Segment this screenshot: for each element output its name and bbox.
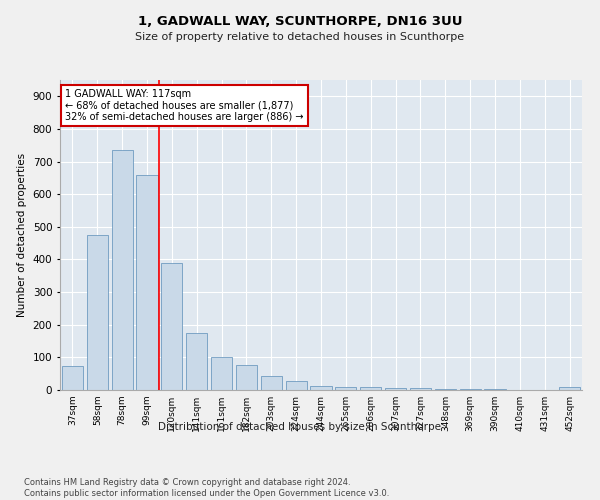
Text: Distribution of detached houses by size in Scunthorpe: Distribution of detached houses by size … [158, 422, 442, 432]
Bar [559, 388, 580, 390]
Bar [410, 388, 431, 390]
Bar [161, 262, 182, 390]
Bar [211, 358, 232, 390]
Bar [236, 364, 257, 390]
Text: 1, GADWALL WAY, SCUNTHORPE, DN16 3UU: 1, GADWALL WAY, SCUNTHORPE, DN16 3UU [138, 15, 462, 28]
Bar [335, 386, 356, 390]
Bar [435, 388, 456, 390]
Bar [186, 333, 207, 390]
Bar [460, 389, 481, 390]
Bar [62, 366, 83, 390]
Bar [310, 386, 332, 390]
Bar [360, 387, 381, 390]
Text: Contains HM Land Registry data © Crown copyright and database right 2024.
Contai: Contains HM Land Registry data © Crown c… [24, 478, 389, 498]
Bar [112, 150, 133, 390]
Bar [87, 235, 108, 390]
Bar [286, 381, 307, 390]
Text: 1 GADWALL WAY: 117sqm
← 68% of detached houses are smaller (1,877)
32% of semi-d: 1 GADWALL WAY: 117sqm ← 68% of detached … [65, 90, 304, 122]
Bar [385, 388, 406, 390]
Y-axis label: Number of detached properties: Number of detached properties [17, 153, 27, 317]
Bar [261, 376, 282, 390]
Bar [136, 174, 158, 390]
Text: Size of property relative to detached houses in Scunthorpe: Size of property relative to detached ho… [136, 32, 464, 42]
